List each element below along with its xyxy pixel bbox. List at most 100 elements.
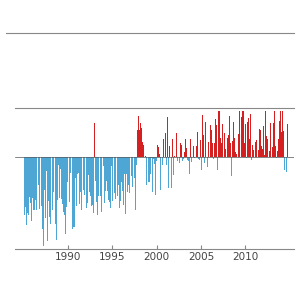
Bar (279, 121, 280, 157)
Bar (269, 151, 270, 157)
Bar (137, 130, 138, 157)
Bar (40, 157, 41, 172)
Bar (106, 157, 107, 181)
Bar (120, 157, 121, 201)
Bar (232, 141, 233, 157)
Bar (48, 157, 49, 201)
Bar (213, 157, 214, 159)
Bar (171, 157, 172, 188)
Bar (197, 132, 198, 157)
Bar (85, 157, 86, 202)
Bar (241, 117, 242, 157)
Bar (75, 157, 76, 178)
Bar (142, 142, 143, 157)
Bar (156, 157, 157, 161)
Bar (268, 146, 269, 157)
Bar (155, 157, 156, 195)
Bar (147, 157, 148, 160)
Bar (189, 157, 190, 174)
Bar (212, 142, 213, 157)
Bar (40, 157, 41, 216)
Bar (51, 157, 52, 178)
Bar (38, 157, 39, 185)
Bar (141, 128, 142, 157)
Bar (47, 157, 48, 241)
Bar (39, 157, 40, 209)
Bar (87, 157, 88, 203)
Bar (78, 157, 79, 173)
Bar (132, 157, 133, 187)
Bar (129, 157, 130, 193)
Bar (259, 130, 260, 157)
Bar (221, 143, 222, 157)
Bar (122, 157, 123, 191)
Bar (242, 111, 243, 157)
Bar (34, 157, 35, 232)
Bar (143, 145, 144, 157)
Bar (185, 139, 186, 157)
Bar (111, 157, 112, 166)
Bar (160, 157, 161, 190)
Bar (59, 157, 60, 198)
Bar (271, 153, 272, 157)
Bar (270, 123, 271, 157)
Bar (260, 130, 261, 157)
Bar (91, 157, 92, 194)
Bar (208, 142, 209, 157)
Bar (182, 157, 183, 161)
Bar (55, 157, 56, 224)
Bar (191, 157, 192, 162)
Bar (223, 137, 224, 157)
Bar (107, 157, 108, 191)
Bar (199, 157, 200, 160)
Bar (188, 157, 189, 160)
Bar (72, 157, 73, 229)
Bar (131, 157, 132, 176)
Bar (136, 157, 137, 165)
Bar (74, 157, 75, 227)
Bar (184, 152, 185, 157)
Bar (287, 124, 288, 157)
Bar (130, 157, 131, 179)
Bar (174, 156, 175, 157)
Bar (215, 119, 216, 157)
Bar (69, 157, 70, 202)
Bar (230, 143, 231, 157)
Bar (237, 113, 238, 157)
Bar (94, 123, 95, 157)
Bar (258, 150, 259, 157)
Bar (108, 157, 109, 200)
Bar (97, 157, 98, 215)
Bar (216, 125, 217, 157)
Bar (207, 157, 208, 167)
Bar (183, 157, 184, 159)
Bar (218, 111, 219, 157)
Bar (62, 157, 63, 204)
Bar (209, 137, 210, 157)
Bar (236, 154, 237, 157)
Bar (225, 149, 226, 157)
Bar (100, 157, 101, 196)
Bar (63, 157, 64, 212)
Bar (240, 150, 241, 157)
Bar (80, 157, 81, 192)
Bar (144, 157, 145, 204)
Bar (168, 157, 169, 188)
Bar (92, 157, 93, 205)
Bar (135, 157, 136, 210)
Bar (229, 157, 230, 173)
Bar (104, 157, 105, 203)
Bar (163, 139, 164, 157)
Bar (35, 157, 36, 200)
Bar (246, 157, 247, 158)
Bar (84, 157, 85, 195)
Bar (126, 157, 127, 174)
Bar (41, 157, 42, 206)
Bar (233, 122, 234, 157)
Bar (66, 157, 67, 207)
Bar (146, 157, 147, 185)
Bar (280, 111, 281, 157)
Bar (181, 157, 182, 161)
Bar (245, 124, 246, 157)
Bar (161, 148, 162, 157)
